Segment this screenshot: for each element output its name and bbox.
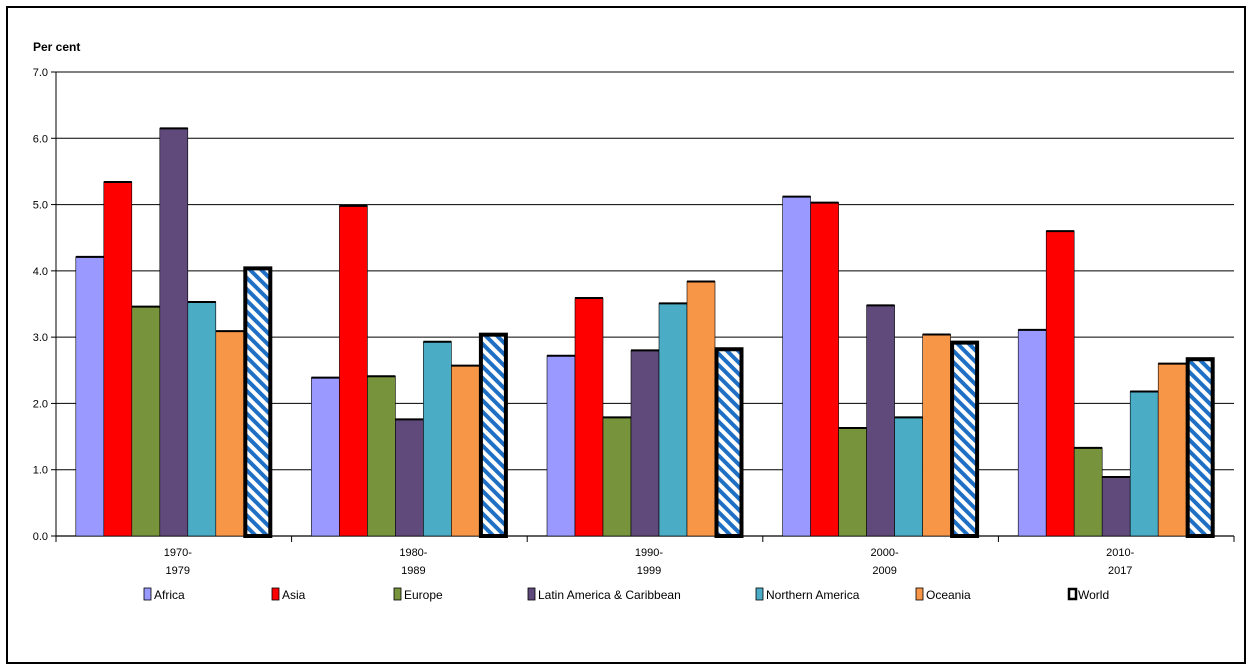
bar-oceania bbox=[1157, 363, 1187, 537]
legend-swatch bbox=[915, 587, 924, 601]
legend-swatch bbox=[527, 587, 536, 601]
y-tick-label: 7.0 bbox=[33, 67, 48, 79]
bar-oceania bbox=[922, 334, 951, 537]
legend-swatch bbox=[755, 587, 764, 601]
legend-swatch bbox=[1067, 587, 1078, 601]
legend-swatch bbox=[143, 587, 152, 601]
y-tick-label: 0.0 bbox=[33, 531, 48, 543]
legend-label: Africa bbox=[154, 588, 185, 602]
legend-swatch bbox=[271, 587, 280, 601]
y-axis-label: Per cent bbox=[33, 40, 80, 54]
bars bbox=[75, 127, 1215, 539]
legend-label: Latin America & Caribbean bbox=[538, 588, 681, 602]
bar-oceania bbox=[451, 365, 480, 537]
x-category-label: 2017 bbox=[1108, 565, 1132, 577]
bar-europe bbox=[131, 306, 161, 537]
bar-northern-america bbox=[1129, 391, 1159, 537]
x-category-label: 2000- bbox=[871, 547, 899, 559]
bar-africa bbox=[311, 377, 340, 537]
x-category-label: 2009 bbox=[872, 565, 896, 577]
chart-frame: Per cent 0.0 1.0 2.0 3.0 4.0 5.0 6.0 7.0 1970- 1… bbox=[6, 6, 1246, 664]
bar-world bbox=[714, 347, 744, 538]
bar-asia bbox=[103, 181, 133, 537]
bar-africa bbox=[1017, 329, 1047, 537]
bar-europe bbox=[602, 417, 632, 537]
bar-africa bbox=[782, 196, 811, 537]
bar-world bbox=[478, 332, 508, 538]
y-tick-labels: 0.0 1.0 2.0 3.0 4.0 5.0 6.0 7.0 bbox=[33, 67, 48, 543]
legend-label: Oceania bbox=[926, 588, 971, 602]
legend-label: Northern America bbox=[766, 588, 860, 602]
y-tick-label: 1.0 bbox=[33, 465, 48, 477]
bar-chart: Per cent 0.01.02.03.04.05.06.07.0 1970-1… bbox=[33, 40, 1235, 602]
bar-latin-america-caribbean bbox=[866, 305, 895, 537]
x-category-label: 1980- bbox=[399, 547, 427, 559]
bar-europe bbox=[1073, 447, 1103, 537]
bar-oceania bbox=[686, 281, 716, 537]
x-category-label: 1990- bbox=[635, 547, 663, 559]
y-tick-label: 5.0 bbox=[33, 200, 48, 212]
bar-asia bbox=[1045, 230, 1075, 537]
bar-oceania bbox=[215, 330, 245, 537]
x-category-label: 1979 bbox=[166, 565, 190, 577]
legend-label: Europe bbox=[404, 588, 443, 602]
y-tick-label: 2.0 bbox=[33, 398, 48, 410]
bar-world bbox=[950, 340, 980, 538]
bar-europe bbox=[838, 427, 867, 537]
bar-northern-america bbox=[187, 301, 217, 537]
bar-latin-america-caribbean bbox=[630, 350, 660, 537]
y-tick-label: 6.0 bbox=[33, 133, 48, 145]
legend-label: World bbox=[1078, 588, 1109, 602]
bar-latin-america-caribbean bbox=[395, 419, 424, 537]
bar-world bbox=[243, 266, 273, 538]
bar-asia bbox=[810, 202, 839, 537]
bar-latin-america-caribbean bbox=[1101, 476, 1131, 537]
bar-africa bbox=[75, 256, 105, 537]
bar-northern-america bbox=[423, 341, 452, 537]
bar-northern-america bbox=[658, 303, 688, 537]
bar-europe bbox=[367, 375, 396, 537]
bar-asia bbox=[339, 205, 368, 537]
x-category-label: 2010- bbox=[1106, 547, 1134, 559]
y-tick-label: 3.0 bbox=[33, 332, 48, 344]
x-category-label: 1970- bbox=[164, 547, 192, 559]
bar-world bbox=[1185, 357, 1215, 539]
category-labels: 1970- 1979 1980- 1989 1990- 1999 2000- 2009 2010… bbox=[164, 547, 1135, 577]
x-category-label: 1999 bbox=[637, 565, 661, 577]
bar-asia bbox=[574, 297, 604, 537]
legend-swatch bbox=[393, 587, 402, 601]
legend-label: Asia bbox=[282, 588, 306, 602]
bar-africa bbox=[546, 355, 576, 537]
y-tick-label: 4.0 bbox=[33, 266, 48, 278]
bar-latin-america-caribbean bbox=[159, 128, 189, 537]
legend: Africa Asia Europe Latin America & Caribbea… bbox=[143, 587, 1109, 602]
bar-northern-america bbox=[894, 417, 923, 537]
x-category-label: 1989 bbox=[401, 565, 425, 577]
